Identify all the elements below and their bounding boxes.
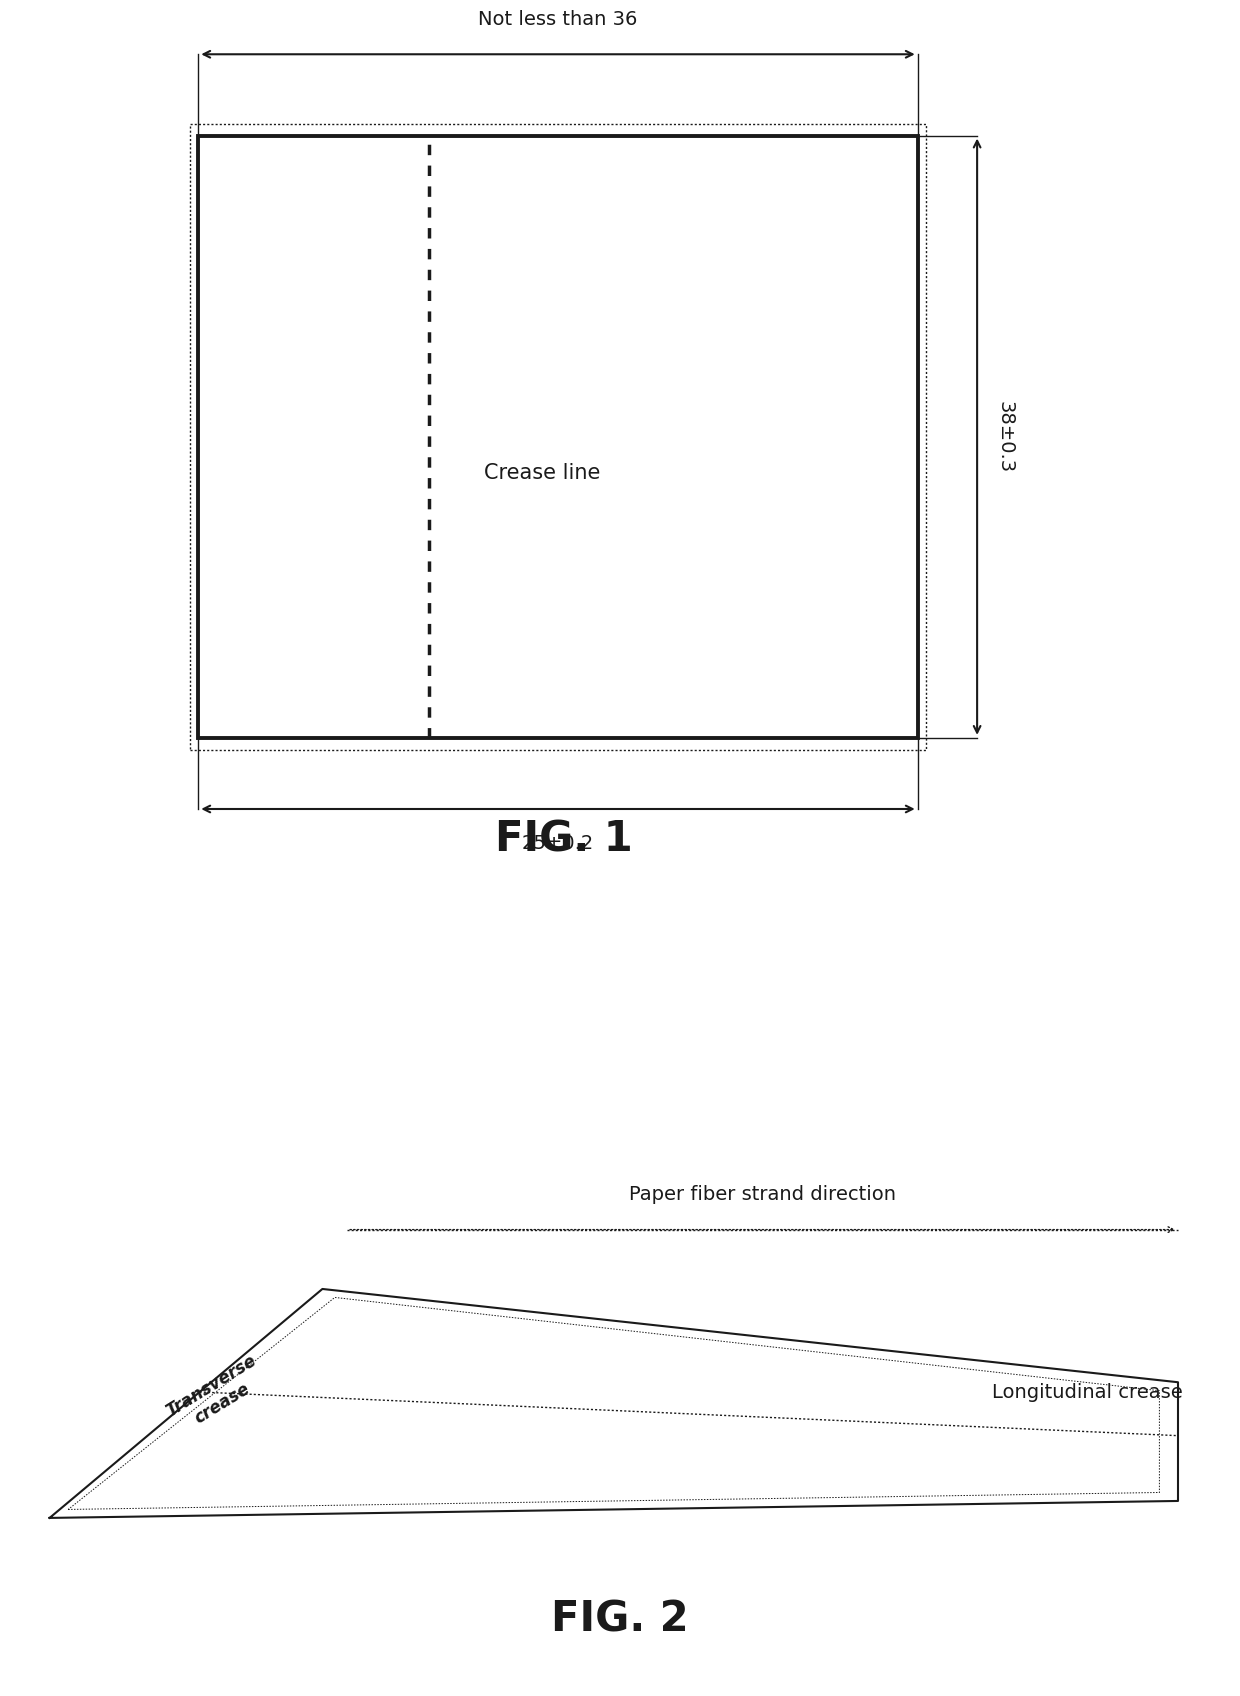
Bar [190, 124, 926, 750]
Text: Longitudinal crease: Longitudinal crease [992, 1382, 1183, 1401]
Text: FIG. 1: FIG. 1 [495, 819, 634, 860]
Text: Paper fiber strand direction: Paper fiber strand direction [629, 1186, 897, 1204]
Text: Crease line: Crease line [485, 463, 600, 483]
Text: FIG. 2: FIG. 2 [552, 1599, 688, 1640]
Polygon shape [50, 1289, 1178, 1518]
Text: Not less than 36: Not less than 36 [479, 10, 637, 29]
Bar [198, 136, 918, 738]
Text: 38±0.3: 38±0.3 [996, 400, 1014, 473]
Text: Transverse
crease: Transverse crease [164, 1352, 270, 1438]
Text: 25±0.2: 25±0.2 [522, 834, 594, 853]
